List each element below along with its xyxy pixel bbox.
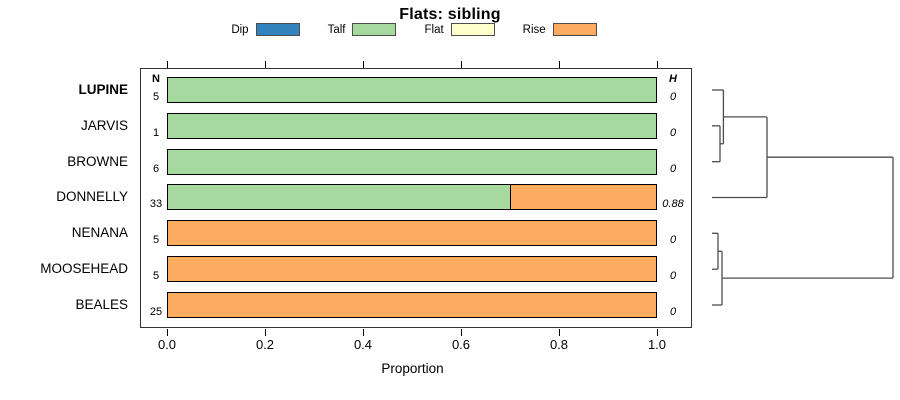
bar-segment-rise [168,221,656,246]
legend-item-talf: Talf [328,23,397,36]
x-axis-label: Proportion [381,361,444,376]
top-axis-tick [461,61,462,68]
bar-row [167,77,657,103]
bar-row [167,148,657,175]
n-value: 25 [149,305,163,318]
n-value: 5 [152,91,160,103]
legend-swatch [255,23,300,36]
x-axis-tick-label: 0.2 [255,336,275,352]
bar-segment-talf [168,149,656,174]
n-value: 6 [152,162,160,175]
x-axis-tick-label: 0.0 [157,336,177,352]
top-axis-tick [167,61,168,68]
legend-item-rise: Rise [523,23,597,36]
row-label-jarvis: JARVIS [80,117,128,133]
legend-label: Talf [327,23,346,36]
top-axis-tick [657,61,658,68]
n-value: 1 [152,126,160,139]
x-axis-tick-label: 1.0 [647,336,667,352]
bar-segment-talf [168,185,510,210]
h-value: 0 [669,305,677,318]
bar-row [167,112,657,139]
row-label-moosehead: MOOSEHEAD [40,261,128,277]
n-value: 5 [152,234,160,247]
top-axis-tick [559,61,560,68]
legend-swatch [552,23,597,36]
legend: Dip Talf Flat Rise [0,23,828,36]
h-column-header: H [669,73,677,85]
n-value: 5 [152,270,160,283]
top-axis-tick [265,61,266,68]
legend-label: Rise [522,23,546,36]
bar-row [167,256,657,283]
bar-row [167,220,657,247]
legend-item-flat: Flat [424,23,495,36]
x-axis-tick-label: 0.8 [549,336,569,352]
legend-swatch [450,23,495,36]
h-value: 0 [669,270,677,283]
bottom-axis-tick [461,328,462,336]
row-label-donnelly: DONNELLY [56,189,128,205]
h-value: 0 [669,234,677,247]
row-label-beales: BEALES [75,296,128,312]
row-label-lupine: LUPINE [78,82,128,97]
bar-row [167,184,657,211]
bar-segment-rise [168,292,656,317]
bottom-axis-tick [167,328,168,336]
row-label-nenana: NENANA [71,225,128,241]
n-value: 33 [149,198,163,211]
h-value: 0.88 [662,198,684,211]
legend-label: Flat [424,23,444,36]
bottom-axis-tick [559,328,560,336]
legend-swatch [352,23,397,36]
top-axis-tick [363,61,364,68]
bar-segment-talf [168,113,656,138]
chart-title: Flats: sibling [399,6,501,23]
bar-segment-rise [168,257,656,282]
legend-label: Dip [231,23,249,36]
bottom-axis-tick [265,328,266,336]
legend-item-dip: Dip [231,23,300,36]
bar-segment-talf [168,78,656,102]
bar-segment-rise [509,185,656,210]
h-value: 0 [669,91,677,103]
bar-row [167,291,657,318]
row-label-browne: BROWNE [67,153,128,169]
bottom-axis-tick [363,328,364,336]
n-column-header: N [152,73,160,85]
x-axis-tick-label: 0.6 [451,336,471,352]
h-value: 0 [669,126,677,139]
bottom-axis-tick [657,328,658,336]
h-value: 0 [669,162,677,175]
x-axis-tick-label: 0.4 [353,336,373,352]
